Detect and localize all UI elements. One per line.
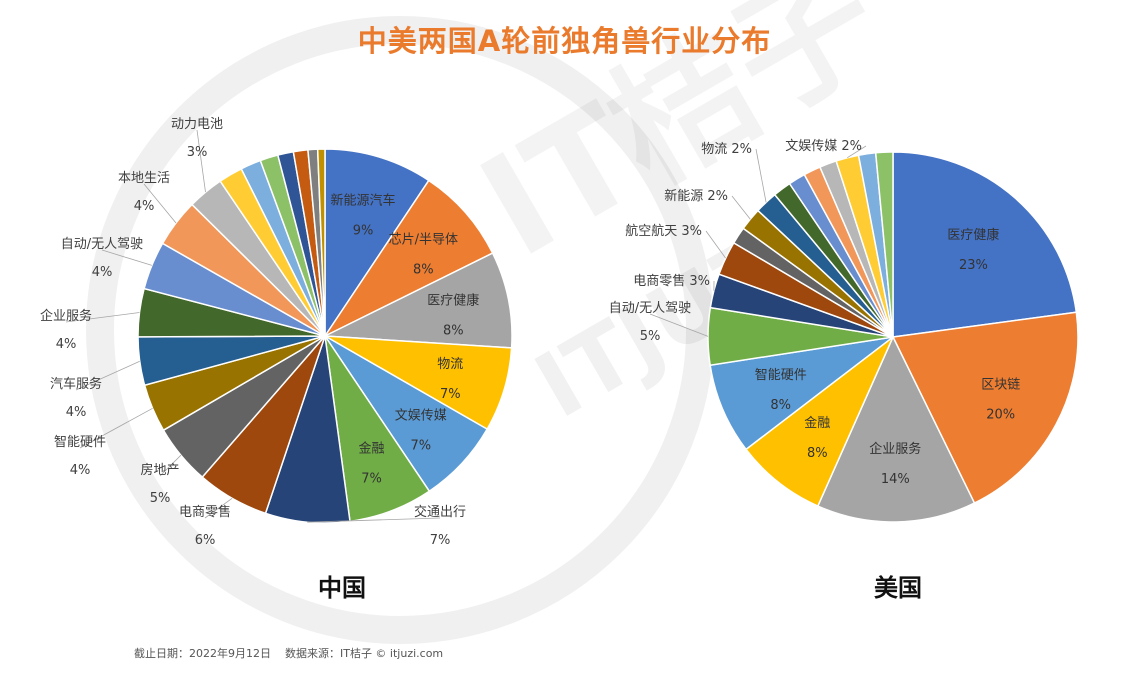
slice-label: 汽车服务 <box>50 376 102 392</box>
slice-label: 物流 <box>437 357 463 372</box>
slice-label: 自动/无人驾驶 <box>61 237 143 252</box>
slice-label: 企业服务 <box>869 441 921 457</box>
leader-line <box>847 145 867 159</box>
slice-label: 物流 2% <box>701 142 752 157</box>
slice-value-label: 3% <box>187 145 208 160</box>
slice-label: 智能硬件 <box>755 368 807 383</box>
chart-title: 中美两国A轮前独角兽行业分布 <box>357 24 772 58</box>
leader-line <box>649 313 709 337</box>
slice-label: 交通出行 <box>414 504 466 520</box>
leader-line <box>101 249 153 266</box>
slice-value-label: 4% <box>56 337 77 352</box>
slice-label: 金融 <box>804 415 830 431</box>
source-footnote: 截止日期：2022年9月12日 数据来源：IT桔子 © itjuzi.com <box>134 647 444 660</box>
leader-line <box>705 230 726 259</box>
slice-value-label: 7% <box>440 387 461 402</box>
pie-slice-金融 <box>744 336 894 508</box>
pie-slice-企业服务 <box>816 335 976 523</box>
leader-line <box>196 129 206 193</box>
slice-value-label: 8% <box>443 323 464 338</box>
slice-label: 航空航天 3% <box>625 223 702 239</box>
pie-slice-新能源汽车 <box>324 148 430 339</box>
usa-pie: 医疗健康 23% 区块链 20% 企业服务 14% 金融 8% 智能硬件 8% 自动/无人驾驶 5% 电… <box>609 139 1079 523</box>
pie-slice-unlabeled-17 <box>874 151 894 338</box>
slice-label: 区块链 <box>981 378 1020 393</box>
pie-slice-unlabeled-21 <box>316 148 326 337</box>
pie-slice-智能硬件 <box>709 336 894 451</box>
pie-slice-区块链 <box>891 311 1079 505</box>
slice-label: 金融 <box>358 440 384 456</box>
slice-label: 动力电池 <box>171 117 223 132</box>
slice-value-label: 4% <box>92 265 113 280</box>
slice-label: 智能硬件 <box>54 435 106 450</box>
slice-label: 新能源 2% <box>664 188 728 204</box>
slice-value-label: 5% <box>150 491 171 506</box>
china-pie: 新能源汽车 9% 芯片/半导体 8% 医疗健康 8% 物流 7% 文娱传媒 7% 金融 7% 交通出行 7… <box>40 117 513 548</box>
slice-label: 医疗健康 <box>427 292 479 308</box>
slice-value-label: 8% <box>770 398 791 413</box>
slice-label: 文娱传媒 <box>395 408 447 423</box>
slice-label: 本地生活 <box>118 171 170 186</box>
leader-line <box>755 148 767 203</box>
slice-value-label: 9% <box>353 224 374 239</box>
slice-value-label: 4% <box>66 405 87 420</box>
slice-label: 电商零售 <box>179 504 231 520</box>
leader-line <box>307 517 441 523</box>
pie-slice-芯片半导体 <box>322 179 494 338</box>
slice-label: 房地产 <box>140 462 179 478</box>
slice-value-label: 7% <box>410 438 431 453</box>
slice-label: 医疗健康 <box>947 227 999 243</box>
slice-value-label: 7% <box>430 533 451 548</box>
leader-line <box>75 360 140 391</box>
slice-value-label: 14% <box>881 472 910 487</box>
slice-label: 文娱传媒 2% <box>785 139 862 154</box>
slice-label: 自动/无人驾驶 <box>609 301 691 316</box>
slice-label: 电商零售 3% <box>633 273 710 289</box>
leader-line <box>143 183 177 224</box>
slice-value-label: 20% <box>986 408 1015 423</box>
china-chart-caption: 中国 <box>318 574 366 602</box>
slice-value-label: 4% <box>134 199 155 214</box>
leader-line <box>204 497 233 519</box>
slice-value-label: 8% <box>807 446 828 461</box>
slice-value-label: 23% <box>959 258 988 273</box>
leader-line <box>731 195 751 220</box>
slice-label: 芯片/半导体 <box>389 233 458 248</box>
slice-value-label: 7% <box>361 471 382 486</box>
leader-line <box>65 312 140 323</box>
pie-slice-医疗健康 <box>892 151 1078 338</box>
usa-chart-caption: 美国 <box>874 574 922 602</box>
slice-value-label: 4% <box>70 463 91 478</box>
slice-label: 新能源汽车 <box>330 193 395 209</box>
slice-value-label: 8% <box>413 263 434 278</box>
slice-value-label: 6% <box>195 533 216 548</box>
leader-line <box>159 454 182 477</box>
slice-value-label: 5% <box>640 329 661 344</box>
leader-line <box>79 407 153 449</box>
pie-slice-医疗健康 <box>322 252 513 349</box>
slice-label: 企业服务 <box>40 308 92 324</box>
